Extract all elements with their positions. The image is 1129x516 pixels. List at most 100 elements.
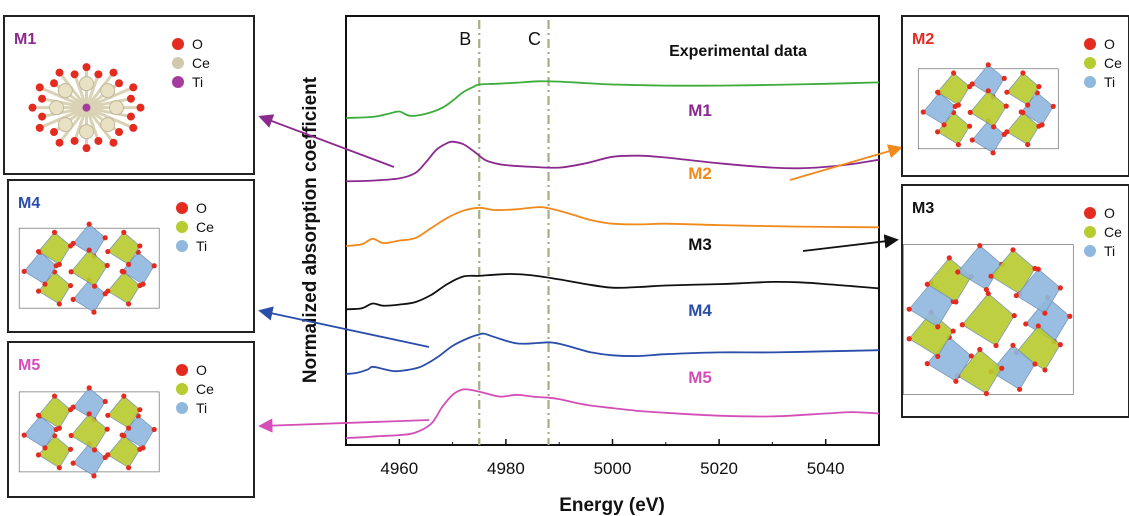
oxygen-atom: [1035, 323, 1041, 329]
oxygen-atom: [935, 353, 941, 359]
oxygen-atom: [121, 393, 127, 399]
legend-swatch-o: [1084, 207, 1096, 219]
oxygen-atom: [1020, 70, 1026, 76]
bond: [86, 97, 132, 110]
oxygen-atom: [1013, 292, 1019, 299]
oxygen-atom: [1016, 386, 1023, 392]
x-tick-label: 5020: [700, 459, 738, 478]
legend-label-o: O: [196, 362, 207, 378]
reference-label-b: B: [459, 29, 471, 49]
oxygen-atom: [985, 290, 991, 297]
legend-swatch-ce: [1084, 57, 1096, 69]
reference-label-c: C: [528, 29, 541, 49]
legend-label-ti: Ti: [192, 74, 203, 90]
arrow-to-m1: [258, 114, 395, 168]
oxygen-atom: [1004, 89, 1010, 95]
oxygen-atom: [935, 129, 941, 135]
oxygen-atom: [56, 425, 62, 431]
oxygen-atom: [126, 425, 132, 431]
series-label-experimental-data: Experimental data: [669, 43, 807, 60]
oxygen-atom: [924, 281, 930, 287]
oxygen-atom: [82, 63, 91, 72]
oxygen-atom: [102, 398, 108, 405]
oxygen-atom: [104, 426, 110, 432]
bond: [73, 73, 88, 109]
oxygen-atom: [137, 243, 143, 249]
oxygen-atom: [28, 103, 37, 112]
oxygen-atom: [1001, 75, 1007, 81]
legend-label-ti: Ti: [196, 400, 207, 416]
oxygen-atom: [1057, 285, 1063, 291]
legend-swatch-ce: [176, 221, 188, 233]
panel-m1: M1 O Ce Ti: [3, 15, 255, 175]
oxygen-atom: [136, 103, 145, 112]
oxygen-atom: [51, 393, 58, 399]
oxygen-atom: [51, 229, 58, 235]
oxygen-atom: [1010, 342, 1016, 348]
oxygen-atom: [35, 248, 42, 255]
panel-title: M5: [18, 357, 40, 374]
oxygen-atom: [70, 460, 76, 466]
legend-label-o: O: [192, 36, 203, 52]
oxygen-atom: [38, 94, 47, 103]
oxygen-atom: [104, 262, 110, 269]
oxygen-atom: [55, 68, 64, 77]
oxygen-atom: [86, 221, 92, 227]
oxygen-atom: [983, 286, 989, 293]
legend-label-ti: Ti: [1104, 243, 1115, 259]
curve-labels: Experimental data M1 M2 M3 M4 M5: [669, 43, 807, 387]
cerium-atom: [109, 100, 124, 116]
oxygen-atom: [1025, 141, 1031, 148]
panel-title: M4: [18, 195, 40, 212]
legend-swatch-o: [1084, 38, 1096, 50]
oxygen-atom: [1067, 313, 1073, 319]
panel-m2: M2 O Ce Ti: [901, 15, 1129, 177]
oxygen-atom: [1057, 342, 1063, 348]
oxygen-atom: [1023, 321, 1029, 327]
bond: [85, 71, 115, 109]
oxygen-atom: [967, 123, 973, 129]
oxygen-atom: [969, 81, 975, 87]
oxygen-atom: [935, 324, 941, 330]
oxygen-atom: [105, 248, 111, 255]
oxygen-atom: [1020, 109, 1026, 116]
panel-title: M2: [912, 31, 934, 48]
oxygen-atom: [115, 79, 124, 88]
oxygen-atom: [920, 109, 926, 115]
cerium-atom: [79, 124, 94, 140]
oxygen-atom: [68, 269, 74, 275]
oxygen-atom: [988, 273, 994, 279]
bond: [85, 106, 115, 144]
curve-m5: [345, 388, 880, 439]
oxygen-atom: [105, 412, 111, 418]
oxygen-atom: [1036, 84, 1042, 90]
oxygen-atom: [91, 283, 98, 289]
oxygen-atom: [121, 433, 127, 439]
oxygen-atom: [115, 128, 124, 137]
oxygen-atom: [924, 361, 930, 367]
cerium-atom: [100, 83, 116, 99]
oxygen-atom: [1036, 123, 1042, 129]
oxygen-atom: [49, 79, 58, 88]
oxygen-atom: [129, 123, 138, 132]
series-label-m4: M4: [688, 301, 712, 320]
oxygen-atom: [109, 68, 118, 77]
oxygen-atom: [977, 242, 983, 249]
cerium-atom: [79, 76, 94, 92]
oxygen-atom: [985, 88, 991, 94]
oxygen-atom: [137, 407, 143, 413]
panel-title: M1: [14, 31, 36, 48]
panel-m5: M5 O Ce Ti: [7, 341, 255, 498]
oxygen-atom: [56, 261, 62, 267]
legend-label-o: O: [1104, 36, 1115, 52]
legend-label-ce: Ce: [196, 219, 214, 235]
oxygen-atom: [91, 447, 98, 453]
oxygen-atom: [951, 70, 957, 76]
oxygen-atom: [109, 138, 118, 147]
oxygen-atom: [49, 128, 58, 137]
oxygen-atom: [906, 306, 912, 312]
oxygen-atom: [68, 432, 74, 439]
oxygen-atom: [950, 328, 956, 334]
bond: [58, 71, 88, 109]
oxygen-atom: [35, 123, 44, 132]
